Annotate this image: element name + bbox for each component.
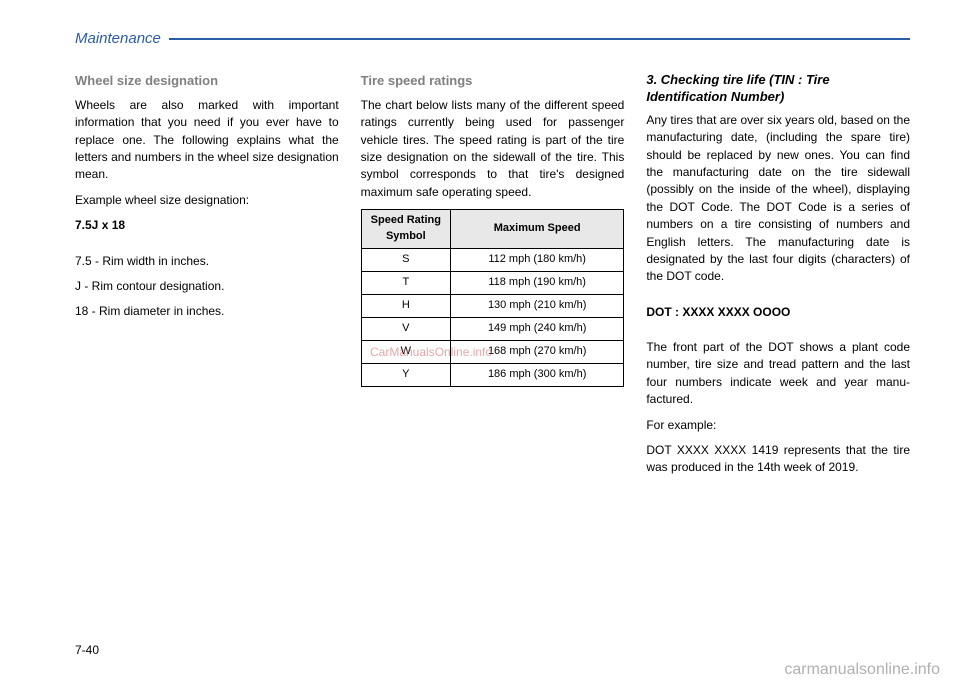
dot-pattern: DOT : XXXX XXXX OOOO: [646, 304, 910, 321]
cell-symbol: Y: [361, 363, 450, 386]
example-value: 7.5J x 18: [75, 217, 339, 234]
tire-life-heading: 3. Checking tire life (TIN : Tire Identi…: [646, 72, 910, 106]
table-row: V 149 mph (240 km/h): [361, 317, 624, 340]
table-row: T 118 mph (190 km/h): [361, 272, 624, 295]
cell-symbol: S: [361, 249, 450, 272]
page-number: 7-40: [75, 643, 99, 657]
example-intro: Example wheel size designation:: [75, 192, 339, 209]
cell-speed: 149 mph (240 km/h): [450, 317, 623, 340]
dot-explanation: The front part of the DOT shows a plant …: [646, 339, 910, 409]
dot-example: DOT XXXX XXXX 1419 represents that the t…: [646, 442, 910, 477]
header-rule: [169, 38, 910, 40]
speed-ratings-heading: Tire speed ratings: [361, 72, 625, 91]
cell-speed: 186 mph (300 km/h): [450, 363, 623, 386]
wheel-size-heading: Wheel size designation: [75, 72, 339, 91]
column-2: Tire speed ratings The chart below lists…: [361, 72, 625, 485]
rim-contour: J - Rim contour designation.: [75, 278, 339, 295]
cell-speed: 112 mph (180 km/h): [450, 249, 623, 272]
table-header-speed: Maximum Speed: [450, 210, 623, 249]
column-3: 3. Checking tire life (TIN : Tire Identi…: [646, 72, 910, 485]
table-row: Y 186 mph (300 km/h): [361, 363, 624, 386]
column-1: Wheel size designation Wheels are also m…: [75, 72, 339, 485]
table-header-symbol: Speed Rating Symbol: [361, 210, 450, 249]
table-row: H 130 mph (210 km/h): [361, 294, 624, 317]
page-header: Maintenance: [75, 30, 910, 47]
wheel-size-text: Wheels are also marked with impor­tant i…: [75, 97, 339, 184]
section-title: Maintenance: [75, 30, 169, 47]
rim-diameter: 18 - Rim diameter in inches.: [75, 303, 339, 320]
cell-symbol: V: [361, 317, 450, 340]
tire-life-text: Any tires that are over six years old, b…: [646, 112, 910, 286]
speed-ratings-text: The chart below lists many of the dif­fe…: [361, 97, 625, 201]
watermark-center: CarManualsOnline.info: [370, 345, 492, 359]
cell-speed: 130 mph (210 km/h): [450, 294, 623, 317]
watermark-bottom: carmanualsonline.info: [784, 661, 940, 679]
for-example: For example:: [646, 417, 910, 434]
cell-symbol: T: [361, 272, 450, 295]
cell-symbol: H: [361, 294, 450, 317]
content-columns: Wheel size designation Wheels are also m…: [75, 72, 910, 485]
cell-speed: 118 mph (190 km/h): [450, 272, 623, 295]
table-row: S 112 mph (180 km/h): [361, 249, 624, 272]
rim-width: 7.5 - Rim width in inches.: [75, 253, 339, 270]
speed-ratings-table: Speed Rating Symbol Maximum Speed S 112 …: [361, 209, 625, 387]
